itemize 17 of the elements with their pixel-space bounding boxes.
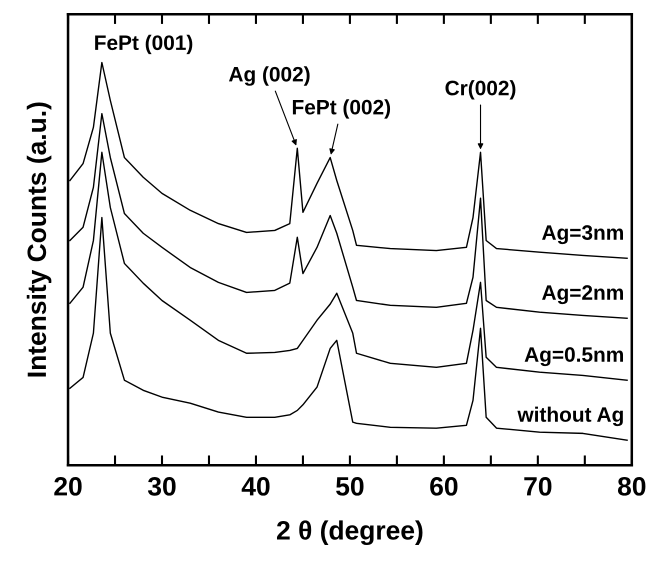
series-label: Ag=2nm bbox=[542, 285, 623, 304]
x-tick-label: 40 bbox=[242, 477, 270, 496]
series-label: without Ag bbox=[517, 406, 623, 426]
x-tick-label: 80 bbox=[618, 477, 646, 496]
y-axis-title: Intensity Counts (a.u.) bbox=[26, 102, 52, 376]
x-tick-label: 20 bbox=[54, 477, 82, 496]
x-tick-label: 30 bbox=[148, 477, 176, 496]
series-label: Ag=3nm bbox=[542, 225, 623, 244]
x-axis-title: 2 θ (degree) bbox=[276, 520, 422, 546]
series-label: Ag=0.5nm bbox=[524, 347, 623, 366]
x-tick-label: 60 bbox=[430, 477, 458, 496]
x-tick-label: 70 bbox=[524, 477, 552, 496]
annotation: Cr(002) bbox=[445, 80, 516, 100]
annotation: FePt (002) bbox=[292, 99, 390, 119]
annotation: FePt (001) bbox=[95, 34, 192, 54]
x-tick-label: 50 bbox=[336, 477, 364, 496]
annotation: Ag (002) bbox=[228, 66, 310, 86]
